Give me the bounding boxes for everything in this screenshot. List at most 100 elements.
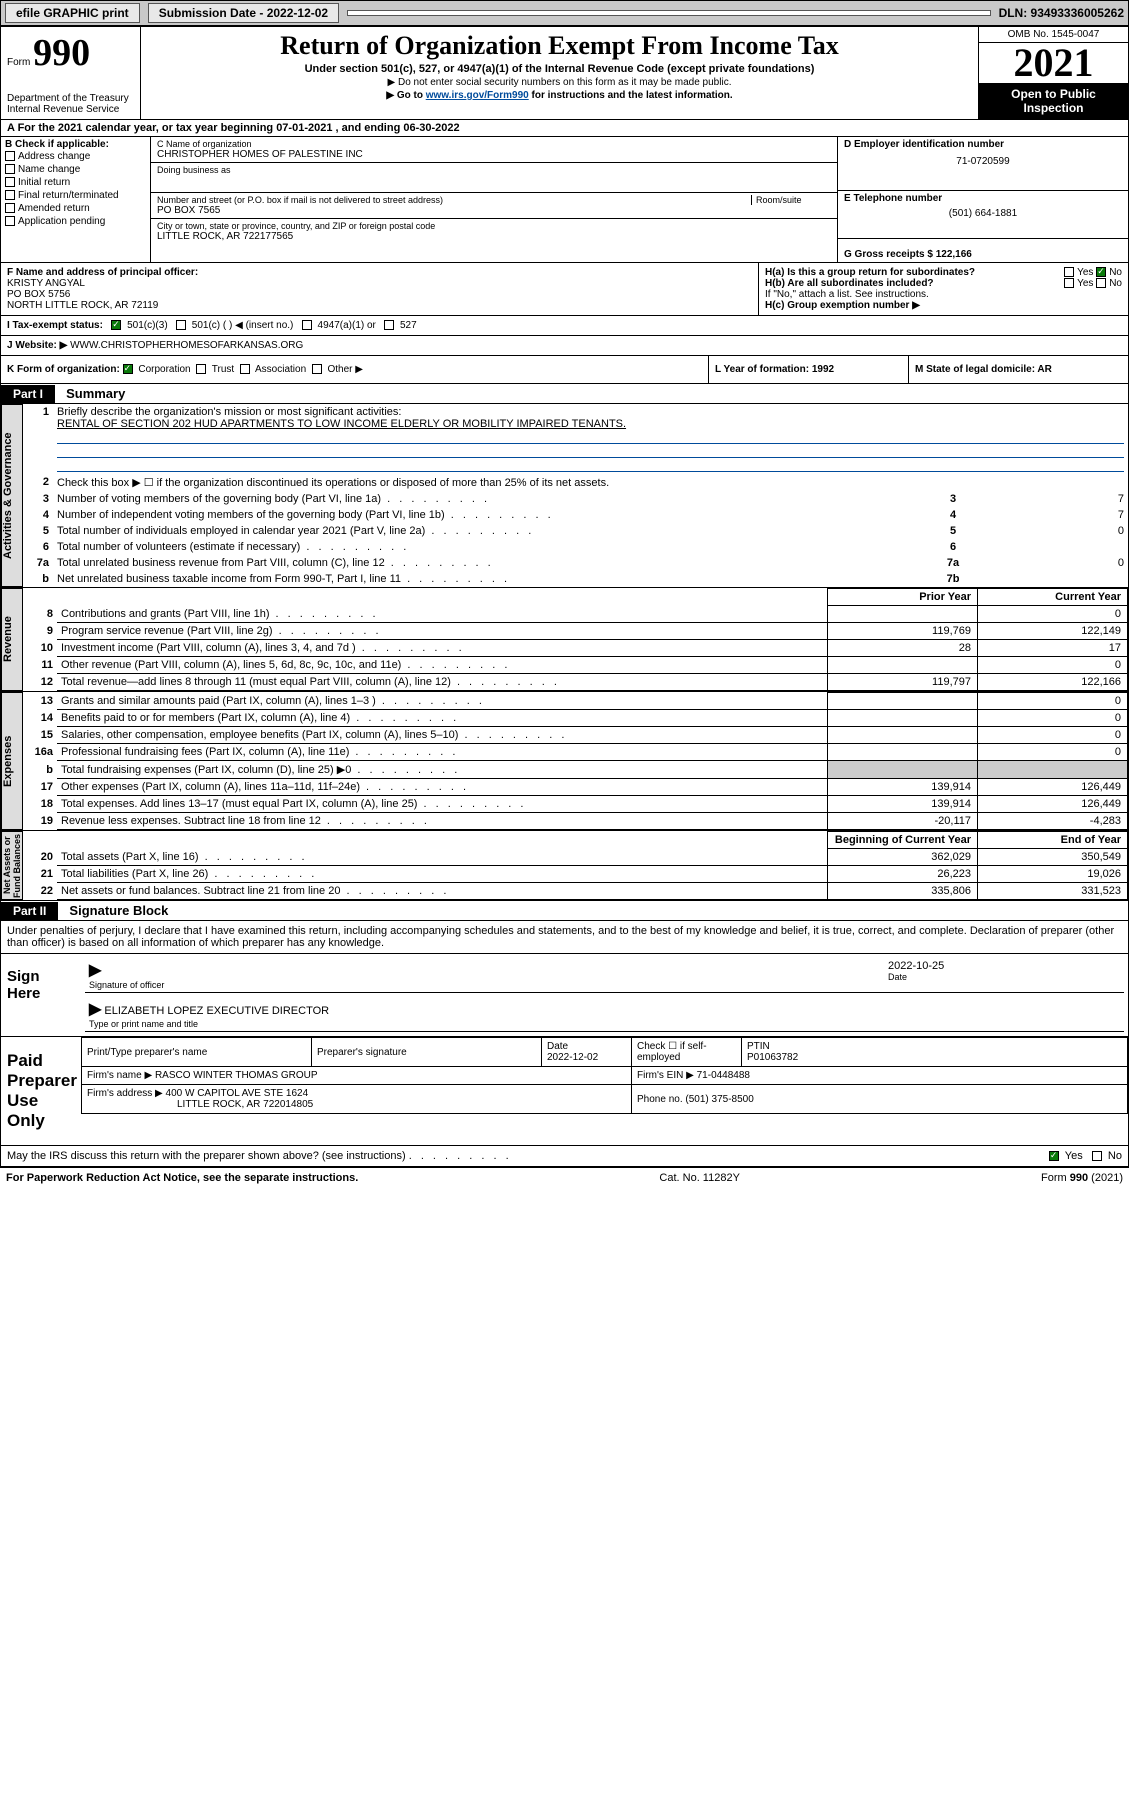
paid-preparer-fields: Print/Type preparer's name Preparer's si… [81,1037,1128,1145]
chk-final-return[interactable]: Final return/terminated [5,189,146,202]
chk-address-change[interactable]: Address change [5,150,146,163]
g-label: G Gross receipts $ 122,166 [844,249,1122,260]
chk-amended-return[interactable]: Amended return [5,202,146,215]
chk-assoc[interactable] [240,364,250,374]
note-ssn: ▶ Do not enter social security numbers o… [149,77,970,88]
check-self: Check ☐ if self-employed [632,1038,742,1067]
chk-corp[interactable] [123,364,133,374]
room-label: Room/suite [751,195,831,205]
dln-label: DLN: 93493336005262 [999,6,1124,20]
summary-ag: Activities & Governance 1 Briefly descri… [1,404,1128,587]
table-row: 4 Number of independent voting members o… [23,507,1128,523]
section-i: I Tax-exempt status: 501(c)(3) 501(c) ( … [1,315,1128,335]
table-row: 6 Total number of volunteers (estimate i… [23,539,1128,555]
c-name-label: C Name of organization [157,139,831,149]
gross-cell: G Gross receipts $ 122,166 [838,239,1128,262]
addr-value: PO BOX 7565 [157,205,831,216]
chk-other[interactable] [312,364,322,374]
sign-here-label: Sign Here [1,954,81,1036]
hdr-end: End of Year [978,832,1128,849]
table-row: 9 Program service revenue (Part VIII, li… [23,623,1128,640]
hb-line: H(b) Are all subordinates included? Yes … [765,278,1122,289]
table-row: 15 Salaries, other compensation, employe… [23,727,1128,744]
part2-title: Signature Block [61,901,176,920]
chk-initial-return[interactable]: Initial return [5,176,146,189]
goto-prefix: ▶ Go to [386,90,425,101]
chk-501c3[interactable] [111,320,121,330]
i-label: I Tax-exempt status: [7,320,103,331]
section-h: H(a) Is this a group return for subordin… [758,263,1128,315]
section-bcde: B Check if applicable: Address change Na… [1,137,1128,262]
chk-application-pending[interactable]: Application pending [5,215,146,228]
arrow-icon-2: ▶ [89,1001,101,1018]
chk-4947[interactable] [302,320,312,330]
discuss-no[interactable] [1092,1151,1102,1161]
addr-label: Number and street (or P.O. box if mail i… [157,195,751,205]
officer-addr1: PO BOX 5756 [7,289,752,300]
exp-table: 13 Grants and similar amounts paid (Part… [23,692,1128,830]
part1-label: Part I [1,385,55,403]
irs-link[interactable]: www.irs.gov/Form990 [426,90,529,101]
paid-preparer-row: Paid Preparer Use Only Print/Type prepar… [1,1036,1128,1145]
e-label: E Telephone number [844,193,1122,204]
ag-table: 1 Briefly describe the organization's mi… [23,404,1128,491]
side-revenue: Revenue [1,588,23,691]
hdr-begin: Beginning of Current Year [828,832,978,849]
sign-here-fields: ▶ Signature of officer 2022-10-25 Date ▶… [81,954,1128,1036]
part2-label: Part II [1,902,58,920]
header-mid: Return of Organization Exempt From Incom… [141,27,978,119]
form-number: 990 [33,32,90,74]
form-prefix: Form [7,57,30,68]
b-heading: B Check if applicable: [5,139,146,150]
goto-suffix: for instructions and the latest informat… [532,90,733,101]
open-inspection: Open to Public Inspection [979,83,1128,119]
table-row: 22 Net assets or fund balances. Subtract… [23,883,1128,900]
table-row: 13 Grants and similar amounts paid (Part… [23,693,1128,710]
ein-value: 71-0720599 [844,156,1122,167]
header-left: Form 990 Department of the Treasury Inte… [1,27,141,119]
section-c-wrap: C Name of organization CHRISTOPHER HOMES… [151,137,1128,262]
table-row: 14 Benefits paid to or for members (Part… [23,710,1128,727]
j-label: J Website: ▶ [7,340,67,351]
table-row: 10 Investment income (Part VIII, column … [23,640,1128,657]
chk-527[interactable] [384,320,394,330]
form-container: Form 990 Department of the Treasury Inte… [0,26,1129,1167]
f-label: F Name and address of principal officer: [7,267,752,278]
officer-name: KRISTY ANGYAL [7,278,752,289]
officer-name-title: ELIZABETH LOPEZ EXECUTIVE DIRECTOR [104,1005,329,1017]
l1-label: Briefly describe the organization's miss… [57,406,401,418]
table-row: 3 Number of voting members of the govern… [23,491,1128,507]
efile-topbar: efile GRAPHIC print Submission Date - 20… [0,0,1129,26]
table-row: 7a Total unrelated business revenue from… [23,555,1128,571]
tax-year: 2021 [979,43,1128,83]
hdr-curr: Current Year [978,589,1128,606]
dept-treasury: Department of the Treasury Internal Reve… [7,93,134,115]
table-row: 8 Contributions and grants (Part VIII, l… [23,606,1128,623]
table-row: 16a Professional fundraising fees (Part … [23,744,1128,761]
side-netassets: Net Assets or Fund Balances [1,831,23,900]
mission-text: RENTAL OF SECTION 202 HUD APARTMENTS TO … [57,418,626,430]
sign-here-row: Sign Here ▶ Signature of officer 2022-10… [1,953,1128,1036]
submission-date-box: Submission Date - 2022-12-02 [148,3,339,23]
section-klm: K Form of organization: Corporation Trus… [1,356,1128,384]
summary-na: Net Assets or Fund Balances Beginning of… [1,830,1128,900]
k-label: K Form of organization: [7,364,120,375]
discuss-yes[interactable] [1049,1151,1059,1161]
efile-graphic-label: efile GRAPHIC print [5,3,140,23]
summary-rev: Revenue Prior Year Current Year 8 Contri… [1,587,1128,691]
rev-table: Prior Year Current Year 8 Contributions … [23,588,1128,691]
table-row: 20 Total assets (Part X, line 16) 362,02… [23,849,1128,866]
chk-name-change[interactable]: Name change [5,163,146,176]
d-label: D Employer identification number [844,139,1122,150]
hdr-prior: Prior Year [828,589,978,606]
chk-trust[interactable] [196,364,206,374]
chk-501c[interactable] [176,320,186,330]
hc-line: H(c) Group exemption number ▶ [765,300,1122,311]
table-row: b Net unrelated business taxable income … [23,571,1128,587]
section-k: K Form of organization: Corporation Trus… [1,356,708,383]
table-row: 21 Total liabilities (Part X, line 26) 2… [23,866,1128,883]
paid-preparer-label: Paid Preparer Use Only [1,1037,81,1145]
discuss-text: May the IRS discuss this return with the… [7,1150,406,1162]
sig-date-val: 2022-10-25 [888,960,1120,972]
note-goto: ▶ Go to www.irs.gov/Form990 for instruct… [149,90,970,101]
